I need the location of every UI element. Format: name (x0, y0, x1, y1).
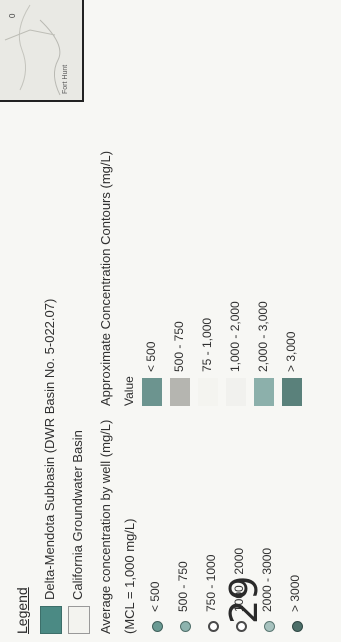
contour-class-label: 500 - 750 (172, 321, 186, 372)
well-class-label: 500 - 750 (176, 561, 190, 612)
wells-subtitle: (MCL = 1,000 mg/L) (122, 518, 137, 634)
contour-class-label: < 500 (144, 341, 158, 372)
page-number: 29 (222, 575, 266, 624)
groundwater-basin-label: California Groundwater Basin (70, 430, 85, 600)
contour-swatch-750-1000 (198, 378, 218, 406)
well-class-label: 750 - 1000 (204, 554, 218, 612)
subbasin-swatch (40, 606, 62, 634)
contours-title: Approximate Concentration Contours (mg/L… (98, 150, 113, 406)
inset-map: Fort Hunt 0 (0, 0, 84, 102)
inset-place-label: Fort Hunt (62, 64, 69, 94)
contour-class-label: 2,000 - 3,000 (256, 301, 270, 372)
well-dot-500-750 (180, 621, 191, 632)
inset-map-lines (4, 4, 61, 96)
groundwater-basin-swatch (68, 606, 90, 634)
wells-title: Average concentration by well (mg/L) (98, 419, 113, 634)
well-dot-gt3000 (292, 621, 303, 632)
contour-swatch-gt3000 (282, 378, 302, 406)
well-dot-lt500 (152, 621, 163, 632)
legend-title: Legend (14, 587, 30, 634)
contour-swatch-lt500 (142, 378, 162, 406)
contour-class-label: > 3,000 (284, 331, 298, 372)
subbasin-label: Delta-Mendota Subbasin (DWR Basin No. 5-… (42, 298, 57, 600)
contour-class-label: 75 - 1,000 (200, 317, 214, 372)
well-class-label: < 500 (148, 581, 162, 612)
well-dot-750-1000 (208, 621, 219, 632)
contour-swatch-2000-3000 (254, 378, 274, 406)
inset-scale-zero: 0 (8, 13, 17, 18)
contour-swatch-1000-2000 (226, 378, 246, 406)
contours-value-header: Value (122, 376, 136, 406)
contour-class-label: 1,000 - 2,000 (228, 301, 242, 372)
well-class-label: > 3000 (288, 574, 302, 612)
contour-swatch-500-750 (170, 378, 190, 406)
